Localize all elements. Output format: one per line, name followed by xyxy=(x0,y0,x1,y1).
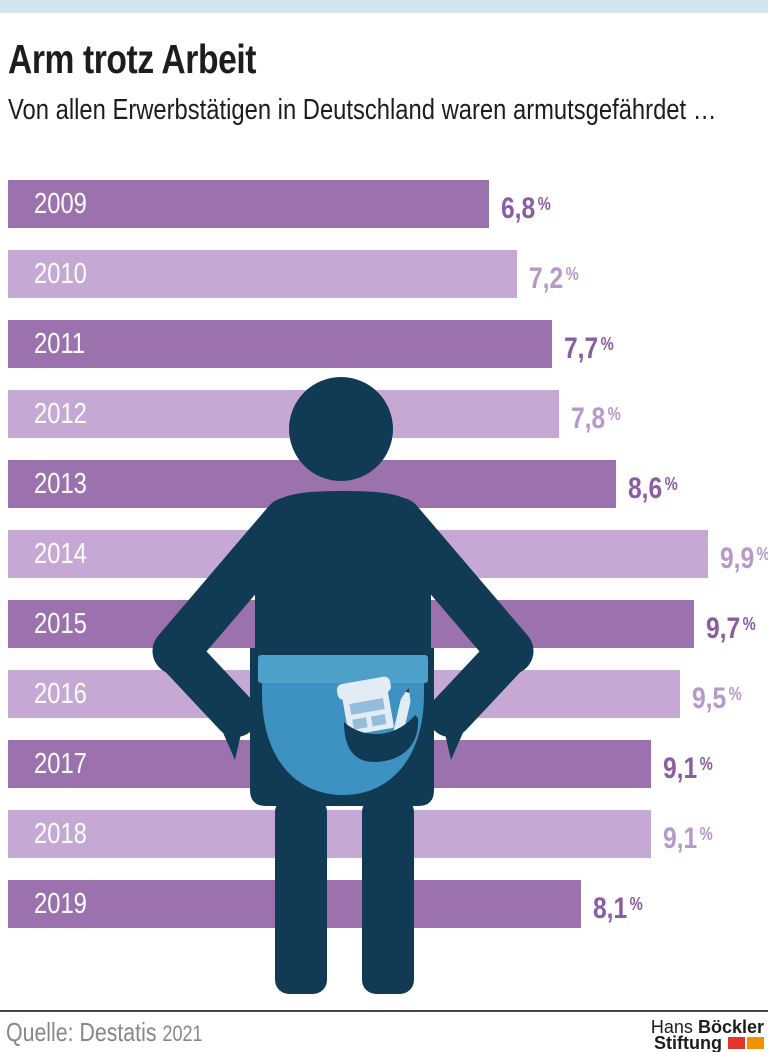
bar-2014: 2014 xyxy=(8,530,708,578)
value-number: 9,1 xyxy=(663,751,698,785)
bar-year-label: 2013 xyxy=(34,468,87,500)
value-number: 6,8 xyxy=(500,191,535,225)
bar-value-label: 9,1% xyxy=(663,740,724,788)
percent-sign: % xyxy=(700,754,714,774)
value-number: 9,9 xyxy=(719,541,755,575)
bar-value-label: 8,1% xyxy=(593,880,654,928)
bar-2019: 2019 xyxy=(8,880,581,928)
bar-row-2016: 2016 9,5% xyxy=(0,670,768,718)
percent-sign: % xyxy=(757,544,768,564)
logo-orange-square xyxy=(747,1037,764,1049)
bar-year-label: 2014 xyxy=(34,538,87,570)
bar-value-label: 9,7% xyxy=(706,600,767,648)
page-subtitle: Von allen Erwerbstätigen in Deutschland … xyxy=(8,94,717,126)
value-number: 7,2 xyxy=(529,261,564,295)
bar-year-label: 2010 xyxy=(34,258,87,290)
bar-row-2017: 2017 9,1% xyxy=(0,740,768,788)
page-title: Arm trotz Arbeit xyxy=(8,36,257,82)
percent-sign: % xyxy=(565,264,579,284)
percent-sign: % xyxy=(728,684,742,704)
bar-value-label: 8,6% xyxy=(628,460,689,508)
bar-2009: 2009 xyxy=(8,180,489,228)
bar-row-2013: 2013 8,6% xyxy=(0,460,768,508)
value-number: 9,1 xyxy=(663,821,698,855)
bar-row-2015: 2015 9,7% xyxy=(0,600,768,648)
bar-2017: 2017 xyxy=(8,740,652,788)
value-number: 7,8 xyxy=(571,401,606,435)
bar-value-label: 7,7% xyxy=(564,320,625,368)
bar-year-label: 2015 xyxy=(34,608,87,640)
percent-sign: % xyxy=(608,404,622,424)
bar-row-2009: 2009 6,8% xyxy=(0,180,768,228)
source-text: Quelle: Destatis xyxy=(6,1017,157,1047)
logo-line1: Hans Böckler xyxy=(650,1017,764,1037)
bar-row-2012: 2012 7,8% xyxy=(0,390,768,438)
bar-value-label: 9,5% xyxy=(692,670,753,718)
percent-sign: % xyxy=(629,894,643,914)
bar-row-2019: 2019 8,1% xyxy=(0,880,768,928)
bar-year-label: 2016 xyxy=(34,678,87,710)
bar-row-2011: 2011 7,7% xyxy=(0,320,768,368)
bar-value-label: 7,2% xyxy=(529,250,590,298)
bar-year-label: 2017 xyxy=(34,748,87,780)
bar-year-label: 2012 xyxy=(34,398,87,430)
bar-2010: 2010 xyxy=(8,250,518,298)
percent-sign: % xyxy=(601,334,615,354)
logo-red-square xyxy=(728,1037,745,1049)
percent-sign: % xyxy=(700,824,714,844)
percent-sign: % xyxy=(742,614,756,634)
bar-year-label: 2018 xyxy=(34,818,87,850)
value-number: 8,6 xyxy=(628,471,663,505)
bar-2016: 2016 xyxy=(8,670,680,718)
bar-year-label: 2019 xyxy=(34,888,87,920)
bar-value-label: 7,8% xyxy=(571,390,632,438)
source-label: Quelle: Destatis 2021 xyxy=(6,1017,246,1048)
value-number: 8,1 xyxy=(592,891,627,925)
bar-2011: 2011 xyxy=(8,320,553,368)
source-year: 2021 xyxy=(162,1021,203,1046)
hans-boeckler-stiftung-logo: Hans Böckler Stiftung xyxy=(650,1017,764,1052)
bar-year-label: 2009 xyxy=(34,188,87,220)
footer-divider xyxy=(0,1010,768,1012)
bar-year-label: 2011 xyxy=(34,328,86,360)
bar-value-label: 9,1% xyxy=(663,810,724,858)
percent-sign: % xyxy=(664,474,678,494)
bar-2013: 2013 xyxy=(8,460,617,508)
bar-row-2014: 2014 9,9% xyxy=(0,530,768,578)
bar-value-label: 6,8% xyxy=(501,180,562,228)
top-accent-strip xyxy=(0,0,768,13)
bar-2018: 2018 xyxy=(8,810,652,858)
value-number: 9,7 xyxy=(705,611,740,645)
value-number: 7,7 xyxy=(564,331,599,365)
bar-row-2010: 2010 7,2% xyxy=(0,250,768,298)
bar-value-label: 9,9% xyxy=(720,530,768,578)
bar-row-2018: 2018 9,1% xyxy=(0,810,768,858)
value-number: 9,5 xyxy=(691,681,726,715)
logo-line2: Stiftung xyxy=(651,1034,764,1052)
bar-2012: 2012 xyxy=(8,390,560,438)
bar-2015: 2015 xyxy=(8,600,694,648)
percent-sign: % xyxy=(537,194,551,214)
